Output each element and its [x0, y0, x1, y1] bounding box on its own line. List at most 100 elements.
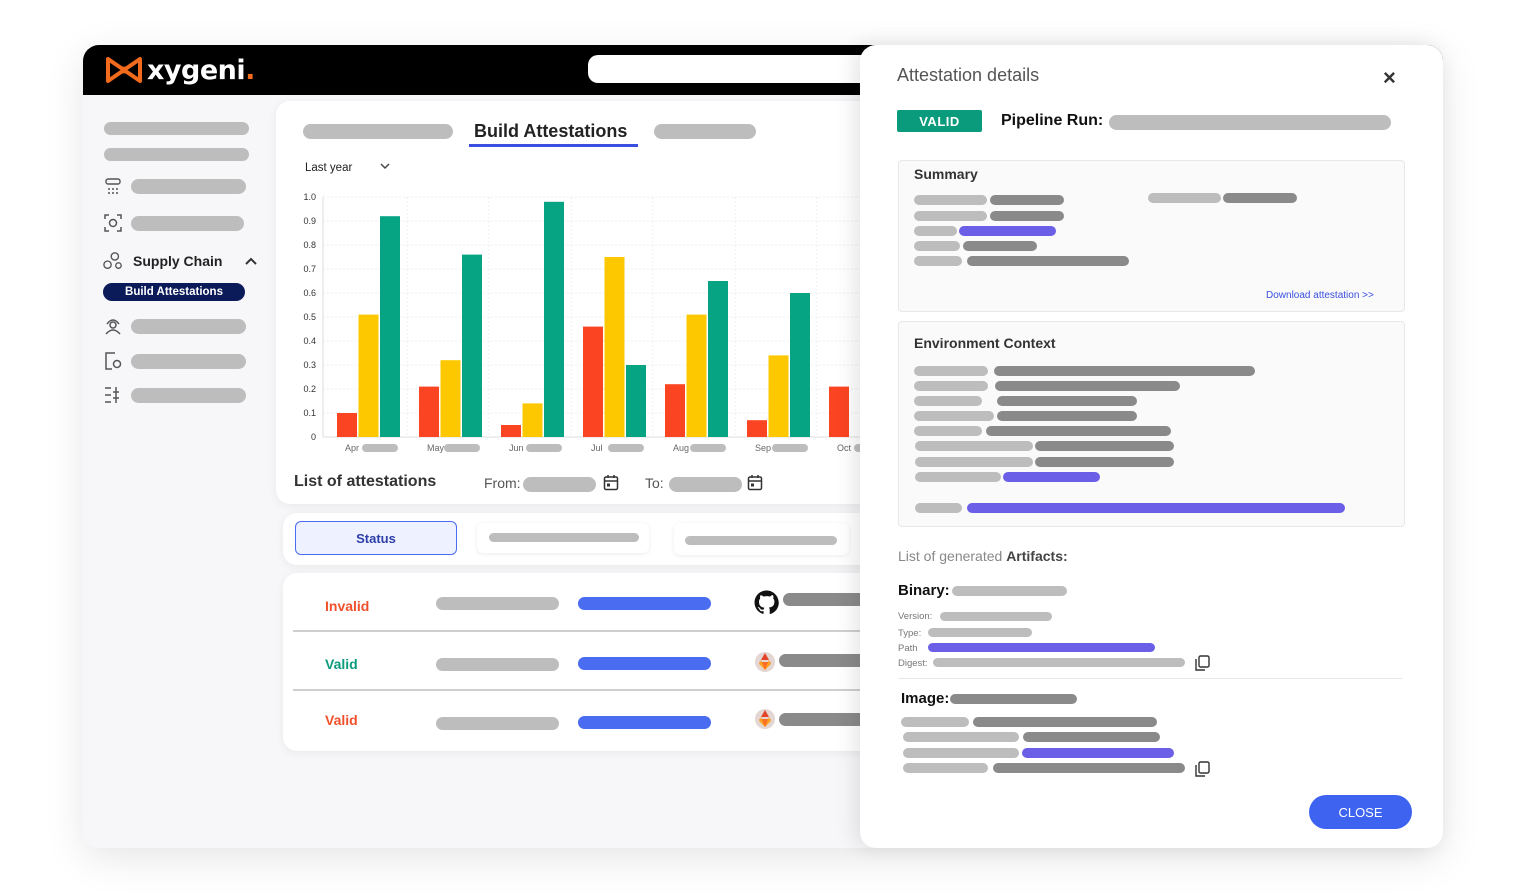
calendar-icon[interactable]	[603, 474, 619, 494]
path-label: Path	[898, 643, 918, 654]
y-tick-label: 0.5	[303, 312, 316, 322]
row-link[interactable]	[578, 657, 711, 670]
tab-1[interactable]	[303, 124, 453, 139]
supply-chain-icon	[103, 251, 123, 271]
from-label: From:	[484, 475, 521, 491]
bar	[604, 257, 625, 437]
filter-2-label	[489, 533, 639, 542]
binary-value	[952, 586, 1067, 596]
github-icon	[754, 590, 779, 620]
logo-mark-icon	[106, 57, 142, 83]
server-icon	[103, 176, 123, 196]
copy-icon[interactable]	[1195, 761, 1210, 777]
row-status: Valid	[325, 656, 358, 672]
settings-sliders-icon	[103, 385, 123, 405]
bar	[358, 314, 379, 437]
bar	[768, 355, 789, 437]
bar	[665, 384, 685, 437]
sidebar-item-1[interactable]	[104, 122, 249, 135]
chevron-down-icon[interactable]	[380, 162, 390, 173]
row-link[interactable]	[578, 597, 711, 610]
x-tick-placeholder	[772, 444, 808, 452]
y-tick-label: 0.4	[303, 336, 316, 346]
bar	[501, 425, 521, 437]
sidebar-item-5[interactable]	[103, 316, 246, 336]
environment-context-title: Environment Context	[914, 335, 1056, 351]
attestation-details-panel: Attestation details × VALID Pipeline Run…	[860, 45, 1443, 848]
divider	[898, 678, 1402, 679]
bar	[708, 281, 728, 437]
bar	[583, 326, 603, 437]
bar	[419, 386, 439, 437]
search-input[interactable]	[588, 55, 908, 83]
supply-chain-label: Supply Chain	[133, 253, 223, 269]
sidebar-item-5-label	[131, 318, 246, 334]
bar	[626, 365, 646, 437]
status-filter-button[interactable]: Status	[295, 521, 457, 555]
y-tick-label: 0	[311, 432, 316, 442]
bar	[337, 413, 357, 437]
chevron-up-icon[interactable]	[244, 254, 258, 269]
sidebar-item-7[interactable]	[103, 385, 246, 405]
filter-3-label	[685, 536, 837, 545]
version-label: Version:	[898, 611, 933, 622]
path-value	[928, 643, 1155, 652]
sidebar-item-build-attestations[interactable]: Build Attestations	[103, 283, 245, 301]
sidebar-item-6[interactable]	[103, 351, 246, 371]
binary-label: Binary:	[898, 582, 950, 599]
logo-text: xygeni.	[147, 54, 255, 86]
sidebar-item-4[interactable]	[103, 213, 244, 233]
version-value	[940, 612, 1052, 621]
row-cell	[436, 597, 559, 610]
y-tick-label: 0.9	[303, 216, 316, 226]
row-status: Valid	[325, 712, 358, 728]
bar	[440, 360, 461, 437]
image-value	[950, 694, 1077, 704]
type-label: Type:	[898, 628, 922, 639]
artifacts-heading: List of generated Artifacts:	[898, 548, 1068, 564]
sidebar-item-2[interactable]	[104, 148, 249, 161]
status-badge: VALID	[897, 110, 982, 132]
calendar-icon[interactable]	[747, 474, 763, 494]
x-tick-placeholder	[608, 444, 644, 452]
sidebar-item-4-label	[131, 215, 244, 231]
x-tick-label: Sep	[755, 443, 771, 453]
tab-build-attestations[interactable]: Build Attestations	[474, 121, 628, 141]
x-tick-placeholder	[526, 444, 562, 452]
bar	[747, 420, 767, 437]
xygeni-logo[interactable]: xygeni.	[105, 53, 255, 87]
y-tick-label: 0.7	[303, 264, 316, 274]
download-attestation-link[interactable]: Download attestation >>	[1266, 290, 1374, 301]
tab-3[interactable]	[654, 124, 756, 139]
bar	[829, 386, 849, 437]
panel-title: Attestation details	[897, 65, 1040, 85]
x-tick-placeholder	[444, 444, 480, 452]
x-tick-label: Oct	[837, 443, 852, 453]
document-search-icon	[103, 351, 123, 371]
x-tick-label: Apr	[345, 443, 359, 453]
sidebar-item-6-label	[131, 353, 246, 369]
row-cell	[436, 658, 559, 671]
row-repo	[779, 654, 873, 667]
row-divider	[293, 689, 883, 691]
y-tick-label: 0.6	[303, 288, 316, 298]
sidebar-item-supply-chain[interactable]: Supply Chain	[103, 251, 258, 271]
sidebar-item-3[interactable]	[103, 176, 246, 196]
row-link[interactable]	[578, 716, 711, 729]
from-date-input[interactable]	[523, 477, 596, 492]
y-tick-label: 0.8	[303, 240, 316, 250]
to-date-input[interactable]	[669, 477, 742, 492]
type-value	[928, 628, 1032, 637]
active-tab-underline	[469, 144, 638, 147]
x-tick-placeholder	[362, 444, 398, 452]
close-button[interactable]: CLOSE	[1309, 795, 1412, 829]
close-icon[interactable]: ×	[1383, 65, 1396, 90]
environment-context-box	[898, 321, 1405, 527]
image-label: Image:	[901, 690, 950, 707]
range-select[interactable]: Last year	[305, 162, 353, 174]
copy-icon[interactable]	[1195, 655, 1210, 671]
sidebar-item-7-label	[131, 387, 246, 403]
y-tick-label: 0.3	[303, 360, 316, 370]
x-tick-label: Jul	[591, 443, 603, 453]
row-status: Invalid	[325, 598, 370, 614]
